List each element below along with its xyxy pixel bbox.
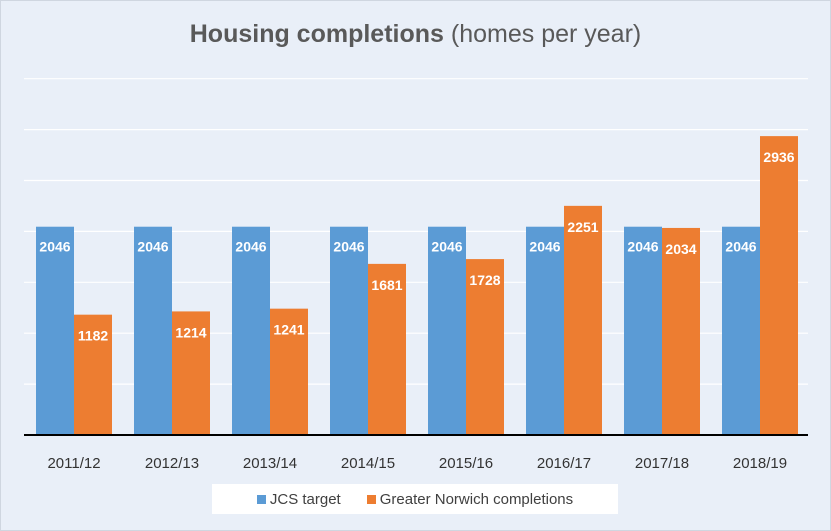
- data-label-series-1: 2046: [39, 239, 70, 255]
- bar-series-1: [134, 226, 172, 435]
- data-label-series-1: 2046: [725, 239, 756, 255]
- x-tick-label: 2014/15: [341, 455, 395, 472]
- legend: JCS target Greater Norwich completions: [212, 484, 618, 514]
- data-label-series-1: 2046: [627, 239, 658, 255]
- data-label-series-2: 2034: [665, 241, 696, 257]
- bar-series-2: [466, 259, 504, 435]
- legend-swatch-series-2: [366, 494, 376, 504]
- bar-series-1: [526, 226, 564, 435]
- data-label-series-1: 2046: [235, 239, 266, 255]
- chart-title: Housing completions (homes per year): [0, 20, 831, 49]
- bar-series-2: [564, 205, 602, 435]
- data-label-series-1: 2046: [137, 239, 168, 255]
- x-tick-label: 2016/17: [537, 455, 591, 472]
- x-tick-label: 2012/13: [145, 455, 199, 472]
- bar-series-2: [172, 311, 210, 435]
- bar-series-2: [368, 263, 406, 435]
- data-label-series-1: 2046: [431, 239, 462, 255]
- x-tick-label: 2013/14: [243, 455, 297, 472]
- data-label-series-2: 1681: [371, 277, 402, 293]
- legend-item-series-2: Greater Norwich completions: [366, 490, 574, 508]
- chart-title-main: Housing completions: [189, 20, 444, 48]
- bar-series-2: [74, 314, 112, 435]
- legend-label-series-2: Greater Norwich completions: [379, 490, 574, 508]
- bar-series-1: [36, 226, 74, 435]
- bar-series-2: [270, 308, 308, 435]
- data-label-series-2: 2936: [763, 149, 794, 165]
- x-tick-label: 2011/12: [47, 455, 100, 472]
- data-label-series-2: 1182: [78, 328, 109, 344]
- legend-item-series-1: JCS target: [256, 490, 341, 508]
- bar-series-1: [232, 226, 270, 435]
- chart-title-sub: (homes per year): [450, 20, 642, 48]
- data-label-series-2: 1728: [469, 272, 500, 288]
- bar-series-2: [760, 136, 798, 435]
- data-label-series-1: 2046: [529, 239, 560, 255]
- legend-swatch-series-1: [256, 494, 266, 504]
- data-label-series-2: 2251: [567, 219, 598, 235]
- legend-label-series-1: JCS target: [269, 490, 341, 508]
- bar-series-1: [624, 226, 662, 435]
- x-tick-label: 2018/19: [733, 455, 787, 472]
- x-tick-label: 2017/18: [635, 455, 689, 472]
- bar-series-2: [662, 227, 700, 435]
- data-label-series-2: 1214: [175, 324, 206, 340]
- bar-series-1: [722, 226, 760, 435]
- data-label-series-2: 1241: [273, 322, 304, 338]
- bar-series-1: [428, 226, 466, 435]
- data-label-series-1: 2046: [333, 239, 364, 255]
- x-tick-label: 2015/16: [439, 455, 493, 472]
- bar-series-1: [330, 226, 368, 435]
